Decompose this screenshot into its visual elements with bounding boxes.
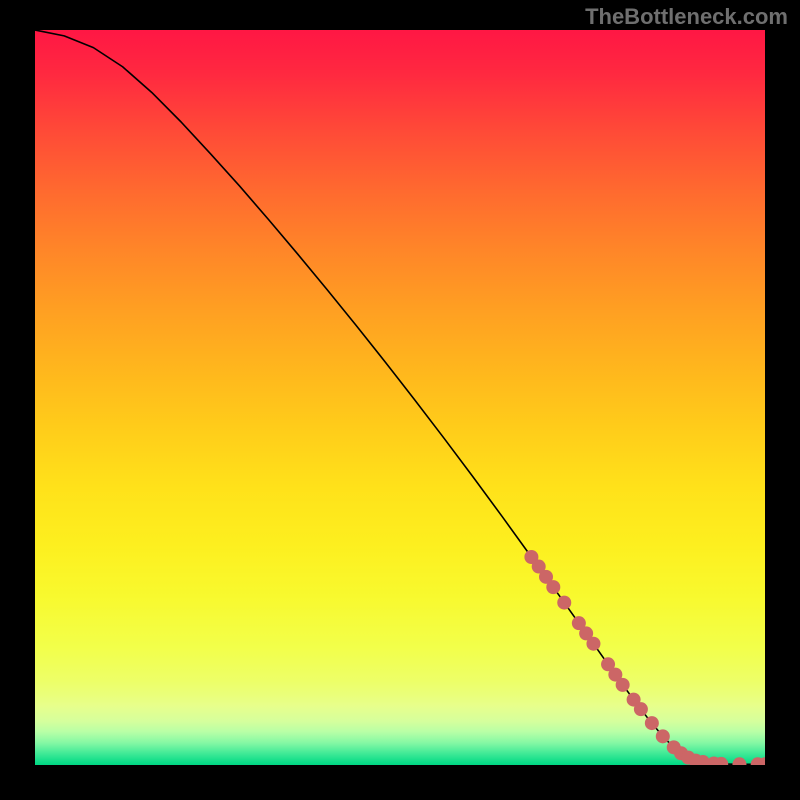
chart-container: { "watermark": { "text": "TheBottleneck.…: [0, 0, 800, 800]
data-marker: [557, 596, 571, 610]
data-marker: [656, 729, 670, 743]
bottleneck-chart-svg: [35, 30, 765, 765]
watermark-text: TheBottleneck.com: [585, 4, 788, 30]
gradient-background: [35, 30, 765, 765]
data-marker: [645, 716, 659, 730]
data-marker: [586, 637, 600, 651]
data-marker: [546, 580, 560, 594]
data-marker: [616, 678, 630, 692]
data-marker: [634, 702, 648, 716]
